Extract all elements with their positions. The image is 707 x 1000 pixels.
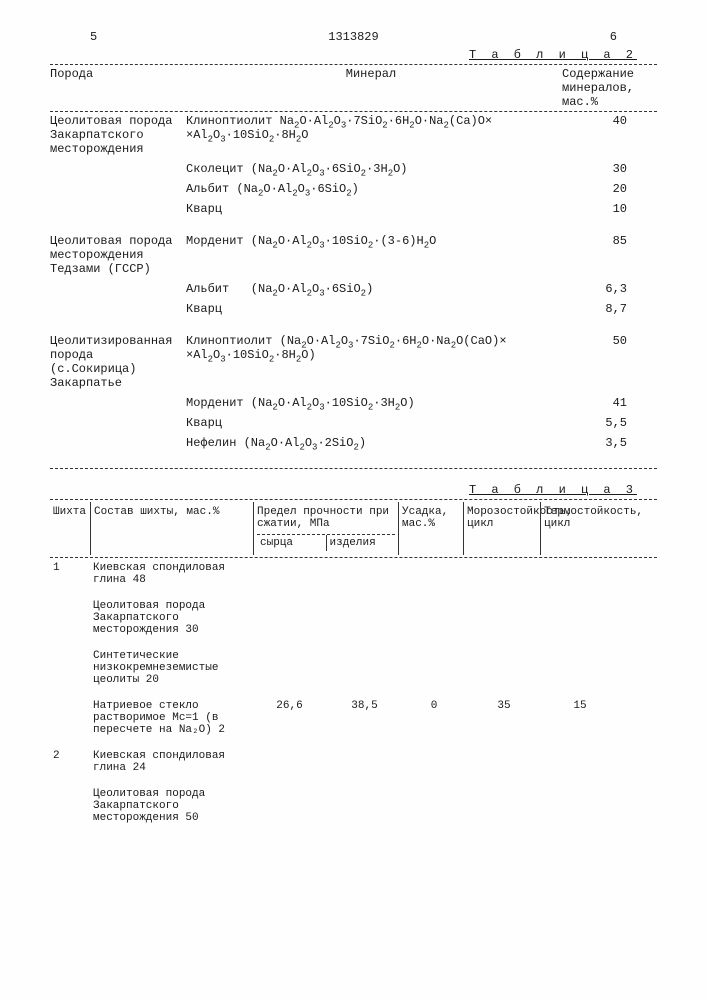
- value-cell: 5,5: [532, 416, 657, 430]
- table-row: Цеолитовая порода месторождения Тедзами …: [50, 234, 657, 276]
- col-rock: Порода: [50, 67, 186, 109]
- value-cell: 20: [532, 182, 657, 196]
- table-row: Альбит (Na2O·Al2O3·6SiO2)6,3: [50, 282, 657, 296]
- mineral-cell: Морденит (Na2O·Al2O3·10SiO2·(3-6)H2O: [186, 234, 532, 248]
- component-cell: Цеолитовая порода Закарпатского месторож…: [90, 598, 252, 638]
- mix-number: [50, 648, 90, 698]
- table2-group: Цеолитовая порода Закарпатского месторож…: [50, 114, 657, 216]
- mineral-cell: Сколецит (Na2O·Al2O3·6SiO2·3H2O): [186, 162, 532, 176]
- mineral-cell: Кварц: [186, 416, 532, 430]
- table2-group: Цеолитизированная порода (с.Сокирица) За…: [50, 334, 657, 450]
- value-cell: 6,3: [532, 282, 657, 296]
- col-strength-sub: сырца изделия: [257, 534, 395, 551]
- component-cell: Киевская спондиловая глина 48: [90, 560, 252, 588]
- mineral-cell: Альбит (Na2O·Al2O3·6SiO2): [186, 182, 532, 196]
- col-mineral: Минерал: [186, 67, 562, 109]
- component-cell: Цеолитовая порода Закарпатского месторож…: [90, 786, 252, 826]
- table-row: Цеолитовая порода Закарпатского месторож…: [50, 114, 657, 156]
- table2-body: Цеолитовая порода Закарпатского месторож…: [50, 114, 657, 450]
- value-cell: 15: [542, 698, 618, 748]
- col-frost: Морозостойкость, цикл: [463, 502, 540, 555]
- col-strength: Предел прочности при сжатии, МПа сырца и…: [253, 502, 398, 555]
- rule: [50, 111, 657, 112]
- table-row: Кварц10: [50, 202, 657, 216]
- doc-number: 1313829: [328, 30, 378, 44]
- rock-cell: Цеолитовая порода Закарпатского месторож…: [50, 114, 186, 156]
- table3-label: Т а б л и ц а 3: [50, 483, 657, 497]
- table2-head: Порода Минерал Содержание минералов, мас…: [50, 67, 657, 109]
- value-cell: 38,5: [327, 698, 402, 748]
- col-strength-sub1: сырца: [257, 535, 326, 551]
- rock-cell: Цеолитовая порода месторождения Тедзами …: [50, 234, 186, 276]
- rule: [50, 499, 657, 500]
- value-cell: 10: [532, 202, 657, 216]
- value-cell: 35: [466, 698, 542, 748]
- table-row: Сколецит (Na2O·Al2O3·6SiO2·3H2O)30: [50, 162, 657, 176]
- mineral-cell: Нефелин (Na2O·Al2O3·2SiO2): [186, 436, 532, 450]
- table-row: 2Киевская спондиловая глина 24: [50, 748, 657, 786]
- rule: [50, 468, 657, 469]
- table-row: Синтетические низкокремнеземистые цеолит…: [50, 648, 657, 698]
- rock-cell: Цеолитизированная порода (с.Сокирица) За…: [50, 334, 186, 390]
- mix-number: 1: [50, 560, 90, 598]
- rule: [50, 64, 657, 65]
- col-composition: Состав шихты, мас.%: [90, 502, 253, 555]
- mineral-cell: Альбит (Na2O·Al2O3·6SiO2): [186, 282, 532, 296]
- table-row: Натриевое стекло растворимое Мс=1 (в пер…: [50, 698, 657, 748]
- table2-group: Цеолитовая порода месторождения Тедзами …: [50, 234, 657, 316]
- table-row: Альбит (Na2O·Al2O3·6SiO2)20: [50, 182, 657, 196]
- mix-number: [50, 786, 90, 836]
- value-cell: 3,5: [532, 436, 657, 450]
- table-row: Кварц8,7: [50, 302, 657, 316]
- table-row: Кварц5,5: [50, 416, 657, 430]
- mix-number: [50, 698, 90, 748]
- page-left: 5: [90, 30, 97, 44]
- table2-label: Т а б л и ц а 2: [50, 48, 657, 62]
- table3-head: Шихта Состав шихты, мас.% Предел прочнос…: [50, 502, 657, 555]
- table-row: 1Киевская спондиловая глина 48: [50, 560, 657, 598]
- value-cell: 26,6: [252, 698, 327, 748]
- component-cell: Натриевое стекло растворимое Мс=1 (в пер…: [90, 698, 252, 738]
- mineral-cell: Кварц: [186, 302, 532, 316]
- table2: Порода Минерал Содержание минералов, мас…: [50, 67, 657, 450]
- mineral-cell: Клиноптиолит (Na2O·Al2O3·7SiO2·6H2O·Na2O…: [186, 334, 532, 362]
- col-thermo: Термостойкость, цикл: [540, 502, 617, 555]
- table-row: Цеолитизированная порода (с.Сокирица) За…: [50, 334, 657, 390]
- component-cell: Синтетические низкокремнеземистые цеолит…: [90, 648, 252, 688]
- value-cell: 0: [402, 698, 466, 748]
- component-cell: Киевская спондиловая глина 24: [90, 748, 252, 776]
- value-cell: 50: [532, 334, 657, 348]
- col-mix: Шихта: [50, 502, 90, 555]
- value-cell: 41: [532, 396, 657, 410]
- col-content: Содержание минералов, мас.%: [562, 67, 657, 109]
- value-cell: 40: [532, 114, 657, 128]
- mix-number: 2: [50, 748, 90, 786]
- value-cell: 8,7: [532, 302, 657, 316]
- rule: [50, 557, 657, 558]
- table3-body: 1Киевская спондиловая глина 48Цеолитовая…: [50, 560, 657, 836]
- value-cell: 85: [532, 234, 657, 248]
- mineral-cell: Кварц: [186, 202, 532, 216]
- mix-number: [50, 598, 90, 648]
- col-strength-label: Предел прочности при сжатии, МПа: [257, 506, 395, 530]
- mineral-cell: Морденит (Na2O·Al2O3·10SiO2·3H2O): [186, 396, 532, 410]
- table-row: Цеолитовая порода Закарпатского месторож…: [50, 786, 657, 836]
- page-header: 5 1313829 6: [50, 30, 657, 44]
- table-row: Цеолитовая порода Закарпатского месторож…: [50, 598, 657, 648]
- value-cell: 30: [532, 162, 657, 176]
- mineral-cell: Клиноптиолит Na2O·Al2O3·7SiO2·6H2O·Na2(C…: [186, 114, 532, 142]
- page-right: 6: [610, 30, 617, 44]
- table-row: Морденит (Na2O·Al2O3·10SiO2·3H2O)41: [50, 396, 657, 410]
- col-strength-sub2: изделия: [326, 535, 396, 551]
- table-row: Нефелин (Na2O·Al2O3·2SiO2)3,5: [50, 436, 657, 450]
- col-shrink: Усадка, мас.%: [398, 502, 463, 555]
